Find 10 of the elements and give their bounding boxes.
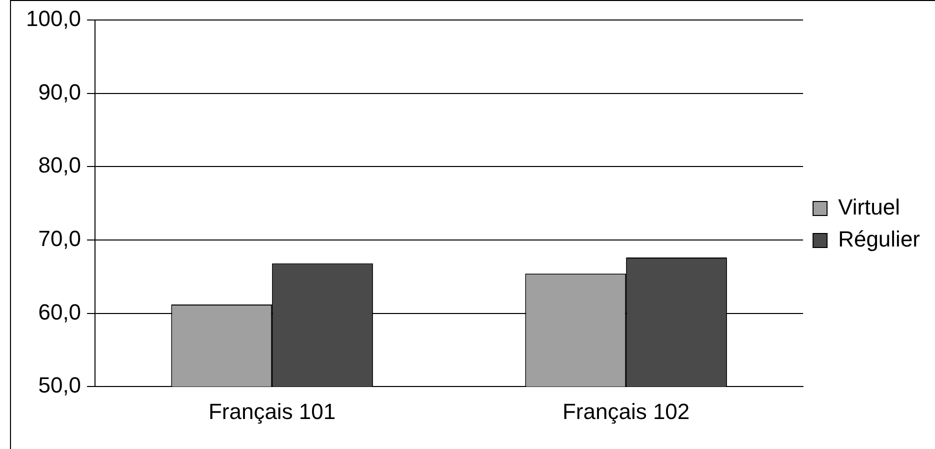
x-tick-label: Français 102 — [562, 398, 690, 424]
legend-label: Régulier — [838, 226, 920, 252]
x-tick-label: Français 101 — [208, 398, 336, 424]
legend-label: Virtuel — [838, 194, 900, 220]
y-tick-label: 100,0 — [26, 6, 82, 32]
y-tick-label: 90,0 — [38, 79, 82, 104]
y-tick-label: 70,0 — [38, 226, 82, 252]
y-tick-label: 80,0 — [38, 152, 82, 178]
y-tick-label: 60,0 — [38, 299, 82, 324]
y-tick-label: 50,0 — [38, 372, 82, 398]
